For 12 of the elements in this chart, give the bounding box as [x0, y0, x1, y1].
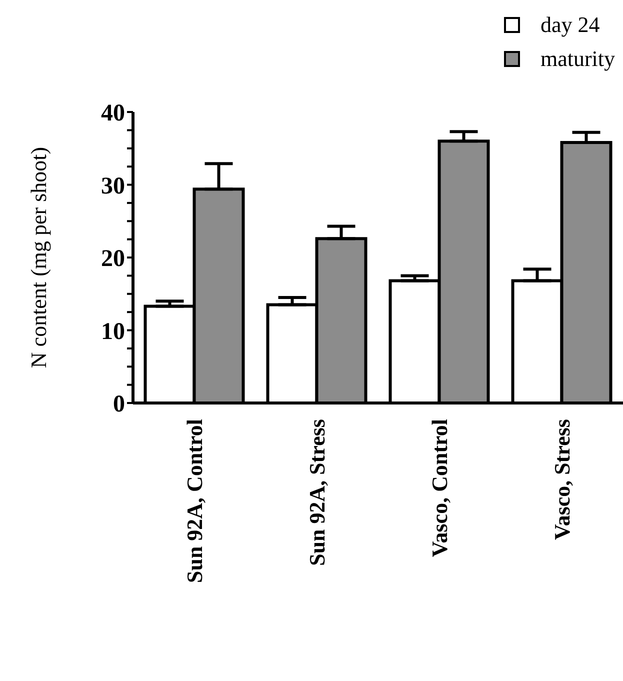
x-tick-label: Sun 92A, Stress [304, 418, 330, 566]
y-tick-label: 0 [113, 392, 125, 418]
y-tick-label: 10 [101, 318, 125, 345]
y-tick-label: 30 [101, 173, 125, 200]
y-axis-title: N content (mg per shoot) [26, 146, 51, 368]
legend-label: day 24 [540, 12, 600, 38]
x-tick-label: Sun 92A, Control [182, 419, 207, 584]
y-tick-label: 20 [101, 246, 125, 272]
y-tick-label: 40 [101, 100, 125, 127]
x-tick-label: Vasco, Stress [549, 418, 574, 540]
legend-label: maturity [540, 46, 615, 72]
x-tick-label: Vasco, Control [426, 419, 452, 558]
